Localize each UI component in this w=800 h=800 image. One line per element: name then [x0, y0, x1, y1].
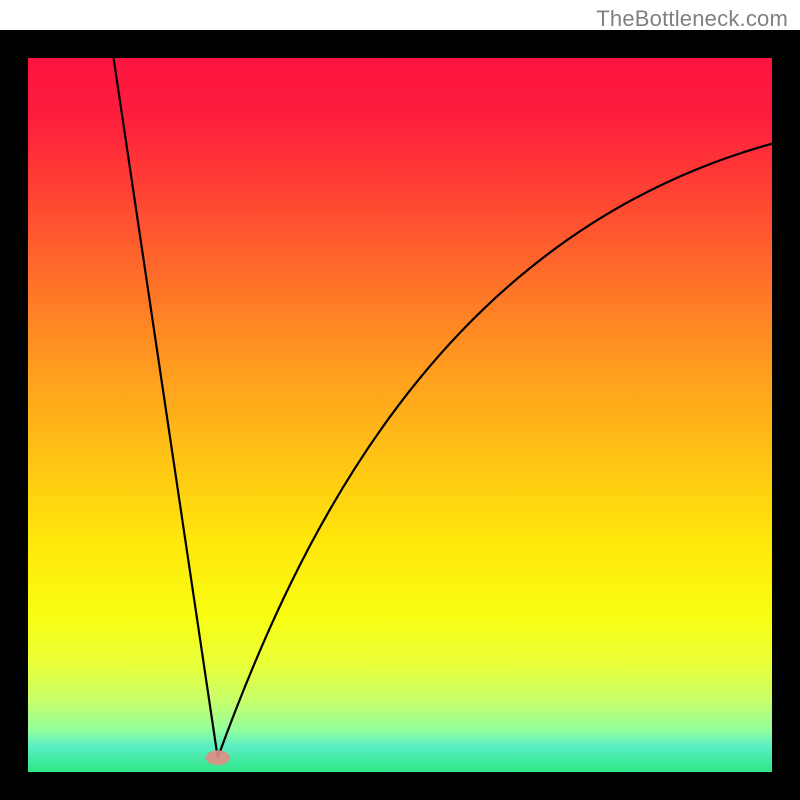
watermark-text: TheBottleneck.com — [596, 6, 788, 32]
plot-background — [28, 58, 772, 772]
chart-svg — [0, 0, 800, 800]
optimum-marker — [206, 750, 230, 765]
figure-root: TheBottleneck.com — [0, 0, 800, 800]
